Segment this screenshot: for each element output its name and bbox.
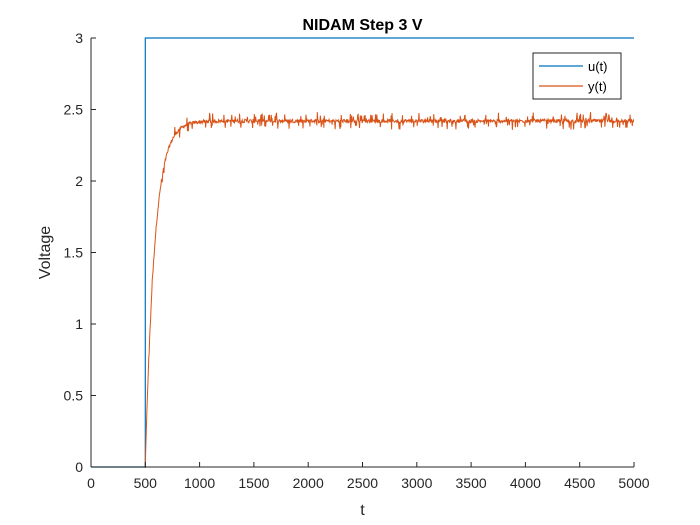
y-tick-label: 1.5 (64, 245, 84, 261)
x-axis-label: t (360, 502, 365, 519)
x-tick-label: 3500 (456, 475, 487, 491)
x-tick-label: 1500 (238, 475, 269, 491)
chart-title: NIDAM Step 3 V (302, 17, 422, 34)
plot-area (91, 38, 634, 467)
y-tick-label: 2 (75, 173, 83, 189)
x-tick-label: 1000 (184, 475, 215, 491)
y-tick-label: 1 (75, 316, 83, 332)
x-tick-label: 3000 (401, 475, 432, 491)
y-axis-label: Voltage (37, 226, 54, 279)
series-line-y (91, 112, 634, 468)
x-tick-label: 0 (87, 475, 95, 491)
legend: u(t) y(t) (532, 52, 622, 100)
legend-box (532, 52, 622, 100)
y-tick-label: 3 (75, 30, 83, 46)
legend-entry-label: y(t) (588, 79, 607, 94)
x-tick-label: 4000 (510, 475, 541, 491)
x-tick-label: 500 (134, 475, 158, 491)
x-tick-label: 5000 (618, 475, 649, 491)
x-tick-label: 4500 (564, 475, 595, 491)
y-tick-label: 0.5 (64, 388, 84, 404)
y-tick-label: 2.5 (64, 102, 84, 118)
x-tick-label: 2000 (293, 475, 324, 491)
ticks-layer: 0 500 1000 1500 2000 2500 3000 3500 4000 4500 5000… (64, 30, 650, 491)
legend-entry-label: u(t) (588, 59, 608, 74)
y-tick-label: 0 (75, 459, 83, 475)
x-tick-label: 2500 (347, 475, 378, 491)
